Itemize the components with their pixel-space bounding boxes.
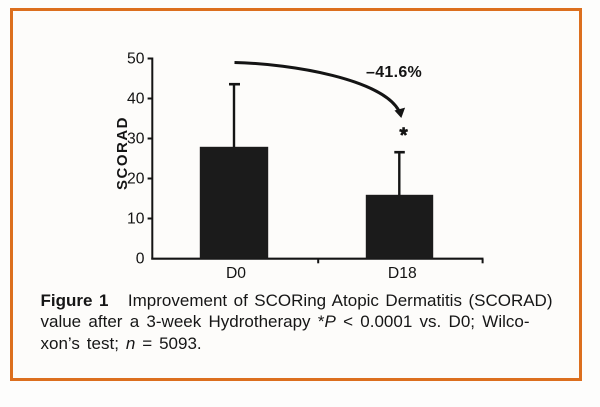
svg-text:30: 30 xyxy=(127,131,145,148)
svg-text:SCORAD: SCORAD xyxy=(114,116,131,190)
svg-text:10: 10 xyxy=(127,211,145,228)
svg-text:40: 40 xyxy=(127,91,145,108)
svg-text:D18: D18 xyxy=(388,265,417,282)
svg-text:–41.6%: –41.6% xyxy=(366,64,422,81)
svg-text:20: 20 xyxy=(127,171,145,188)
svg-text:50: 50 xyxy=(127,51,145,68)
svg-text:D0: D0 xyxy=(226,265,246,282)
svg-text:0: 0 xyxy=(136,251,145,268)
